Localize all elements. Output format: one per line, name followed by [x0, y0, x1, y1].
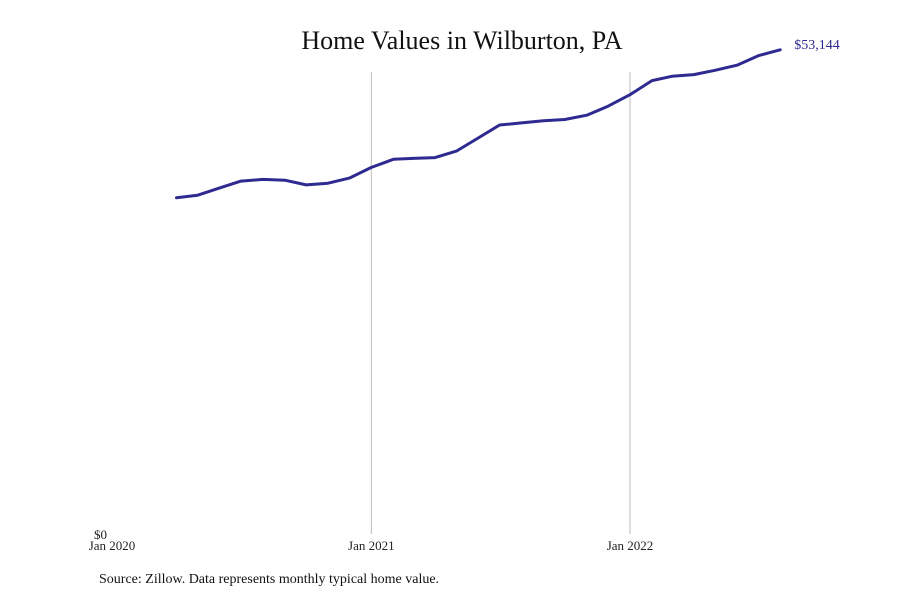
y-tick-label: $0	[94, 527, 107, 542]
series-line	[175, 48, 782, 200]
x-tick-label: Jan 2022	[607, 538, 654, 553]
series-layer	[175, 48, 782, 200]
x-tick-label: Jan 2021	[348, 538, 395, 553]
source-note: Source: Zillow. Data represents monthly …	[99, 572, 440, 587]
end-value-label: $53,144	[794, 38, 840, 53]
tick-labels: Jan 2020 Jan 2021 Jan 2022 $0 $53,144	[89, 38, 840, 553]
x-tick-label: Jan 2020	[89, 538, 136, 553]
chart-title: Home Values in Wilburton, PA	[301, 26, 623, 55]
gridlines	[370, 72, 631, 534]
